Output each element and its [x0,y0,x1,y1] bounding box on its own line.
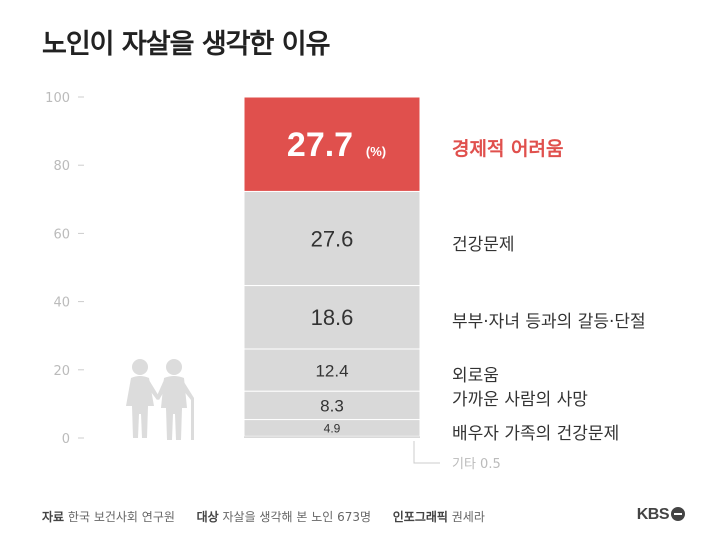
bar-value-label: 4.9 [324,421,341,435]
unit-label: (%) [366,144,386,159]
footer: 자료 한국 보건사회 연구원 대상 자살을 생각해 본 노인 673명 인포그래… [42,508,485,525]
y-tick-label: 80 [53,159,70,174]
bar-value-label: 8.3 [320,397,344,416]
category-label: 경제적 어려움 [452,138,564,160]
y-tick-label: 0 [62,432,70,447]
bar-value-label: 18.6 [311,305,354,330]
category-label: 외로움 [452,366,499,386]
category-label: 건강문제 [452,235,515,255]
category-label: 기타 0.5 [452,457,501,472]
category-label: 배우자 가족의 건강문제 [452,424,619,444]
bar-segment [244,436,420,438]
bar-value-label: 27.7 [287,126,353,164]
bar-value-label: 12.4 [315,361,348,380]
category-label: 가까운 사람의 사망 [452,390,588,410]
subject-text: 자살을 생각해 본 노인 673명 [222,510,372,524]
kbs-logo-text: KBS [636,506,670,523]
graphic-label: 인포그래픽 [392,510,448,524]
bar-segment [243,419,421,437]
bar-segment [243,96,421,192]
y-tick-label: 60 [53,227,70,242]
graphic-text: 권세라 [451,510,485,524]
bar-value-label: 27.6 [311,226,354,251]
category-label: 부부·자녀 등과의 갈등·단절 [452,312,646,332]
source-text: 한국 보건사회 연구원 [67,510,175,524]
subject-label: 대상 [196,510,219,524]
page-title: 노인이 자살을 생각한 이유 [42,29,330,60]
kbs-logo-mark [671,507,685,521]
y-tick-label: 40 [53,296,70,311]
kbs-logo: KBS [637,506,685,524]
y-tick-label: 100 [45,91,70,106]
leader-line [413,441,440,464]
elderly-couple-icon [126,359,194,440]
y-tick-label: 20 [53,364,70,379]
source-label: 자료 [42,510,65,524]
